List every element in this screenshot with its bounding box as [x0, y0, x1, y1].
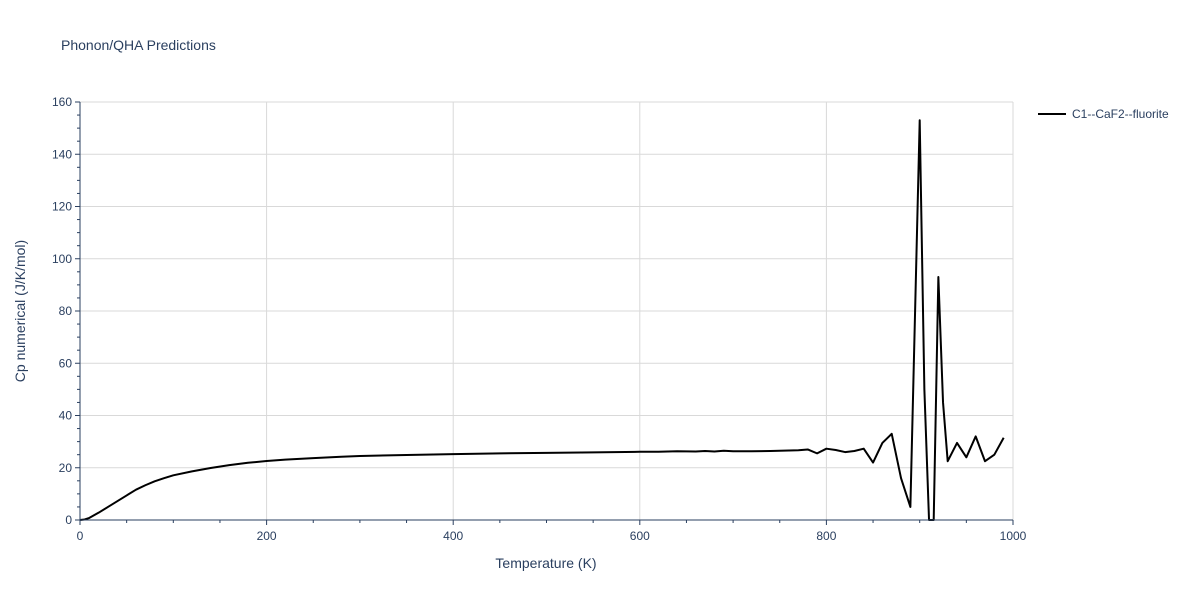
x-axis-title: Temperature (K)	[495, 555, 596, 571]
chart-title: Phonon/QHA Predictions	[61, 37, 216, 53]
y-tick-label: 60	[59, 356, 73, 370]
x-tick-label: 400	[443, 529, 463, 543]
legend-label: C1--CaF2--fluorite	[1072, 107, 1169, 121]
y-tick-label: 160	[52, 95, 72, 109]
y-tick-label: 80	[59, 304, 73, 318]
legend[interactable]: C1--CaF2--fluorite	[1038, 107, 1169, 121]
x-tick-label: 800	[816, 529, 836, 543]
y-tick-label: 140	[52, 147, 72, 161]
y-ticks: 0 20 40 60 80 100 120 140 160	[52, 95, 80, 527]
series-line	[79, 119, 1005, 521]
series-layer	[79, 119, 1005, 521]
y-tick-label: 120	[52, 200, 72, 214]
x-tick-label: 600	[630, 529, 650, 543]
y-axis-title: Cp numerical (J/K/mol)	[12, 240, 28, 382]
grid	[80, 101, 1014, 520]
y-tick-label: 40	[59, 409, 73, 423]
x-ticks: 0 200 400 600 800 1000	[77, 520, 1027, 543]
x-tick-label: 200	[257, 529, 277, 543]
x-tick-label: 0	[77, 529, 84, 543]
y-tick-label: 100	[52, 252, 72, 266]
y-tick-label: 20	[59, 461, 73, 475]
x-tick-label: 1000	[1000, 529, 1027, 543]
y-tick-label: 0	[65, 513, 72, 527]
